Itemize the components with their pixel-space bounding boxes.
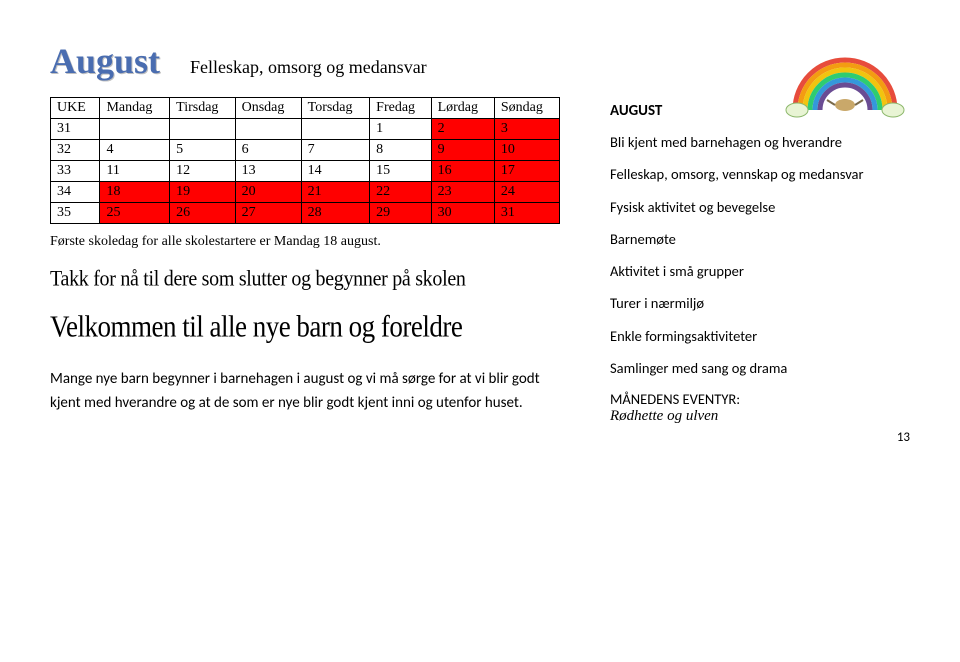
calendar-header: Onsdag (235, 98, 301, 119)
calendar-cell: 33 (51, 161, 100, 182)
calendar-cell: 4 (100, 140, 170, 161)
calendar-cell: 2 (431, 119, 494, 140)
calendar-cell: 26 (170, 203, 235, 224)
calendar-cell: 14 (301, 161, 370, 182)
body-paragraph: Mange nye barn begynner i barnehagen i a… (50, 367, 560, 415)
calendar-cell: 22 (370, 182, 431, 203)
calendar-cell (170, 119, 235, 140)
calendar-cell: 3 (494, 119, 559, 140)
calendar-cell: 9 (431, 140, 494, 161)
calendar-cell: 16 (431, 161, 494, 182)
sidebar-item: Fysisk aktivitet og bevegelse (610, 197, 910, 217)
calendar-cell: 1 (370, 119, 431, 140)
calendar-cell: 6 (235, 140, 301, 161)
calendar-cell: 29 (370, 203, 431, 224)
calendar-cell: 7 (301, 140, 370, 161)
sidebar-item: Enkle formingsaktiviteter (610, 326, 910, 346)
sidebar-item: Samlinger med sang og drama (610, 358, 910, 378)
sidebar-item: Aktivitet i små grupper (610, 261, 910, 281)
calendar-cell: 10 (494, 140, 559, 161)
calendar-cell: 5 (170, 140, 235, 161)
calendar-cell: 13 (235, 161, 301, 182)
calendar-cell: 24 (494, 182, 559, 203)
calendar-cell: 19 (170, 182, 235, 203)
sidebar-item: Turer i nærmiljø (610, 293, 910, 313)
calendar-header: Fredag (370, 98, 431, 119)
sidebar-item: Felleskap, omsorg, vennskap og medansvar (610, 164, 910, 184)
calendar-cell: 21 (301, 182, 370, 203)
eventyr-name: Rødhette og ulven (610, 408, 910, 425)
calendar-header: Mandag (100, 98, 170, 119)
calendar-cell: 31 (51, 119, 100, 140)
wordart-welcome: Velkommen til alle nye barn og foreldre (50, 309, 560, 345)
calendar-cell (235, 119, 301, 140)
calendar-header: Torsdag (301, 98, 370, 119)
sidebar-item: Barnemøte (610, 229, 910, 249)
calendar-header: Lørdag (431, 98, 494, 119)
calendar-cell: 11 (100, 161, 170, 182)
calendar-cell: 30 (431, 203, 494, 224)
calendar-cell: 12 (170, 161, 235, 182)
month-title: August (50, 40, 160, 82)
calendar-header: Tirsdag (170, 98, 235, 119)
calendar-cell: 35 (51, 203, 100, 224)
calendar-cell: 20 (235, 182, 301, 203)
calendar-cell: 17 (494, 161, 559, 182)
calendar-cell (100, 119, 170, 140)
calendar-cell: 31 (494, 203, 559, 224)
sidebar-item: Bli kjent med barnehagen og hverandre (610, 132, 910, 152)
page-number: 13 (897, 430, 910, 445)
wordart-thanks: Takk for nå til dere som slutter og begy… (50, 267, 560, 292)
first-schoolday-note: Første skoledag for alle skolestartere e… (50, 234, 560, 250)
calendar-cell (301, 119, 370, 140)
calendar-cell: 25 (100, 203, 170, 224)
calendar-header: UKE (51, 98, 100, 119)
calendar-cell: 23 (431, 182, 494, 203)
calendar-cell: 32 (51, 140, 100, 161)
calendar-cell: 27 (235, 203, 301, 224)
calendar-cell: 34 (51, 182, 100, 203)
rainbow-icon (785, 40, 905, 120)
calendar-header: Søndag (494, 98, 559, 119)
calendar-cell: 18 (100, 182, 170, 203)
calendar-cell: 28 (301, 203, 370, 224)
calendar-cell: 15 (370, 161, 431, 182)
calendar-cell: 8 (370, 140, 431, 161)
calendar-table: UKEMandagTirsdagOnsdagTorsdagFredagLørda… (50, 97, 560, 224)
subtitle: Felleskap, omsorg og medansvar (190, 57, 427, 78)
eventyr-label: MÅNEDENS EVENTYR: (610, 390, 910, 408)
